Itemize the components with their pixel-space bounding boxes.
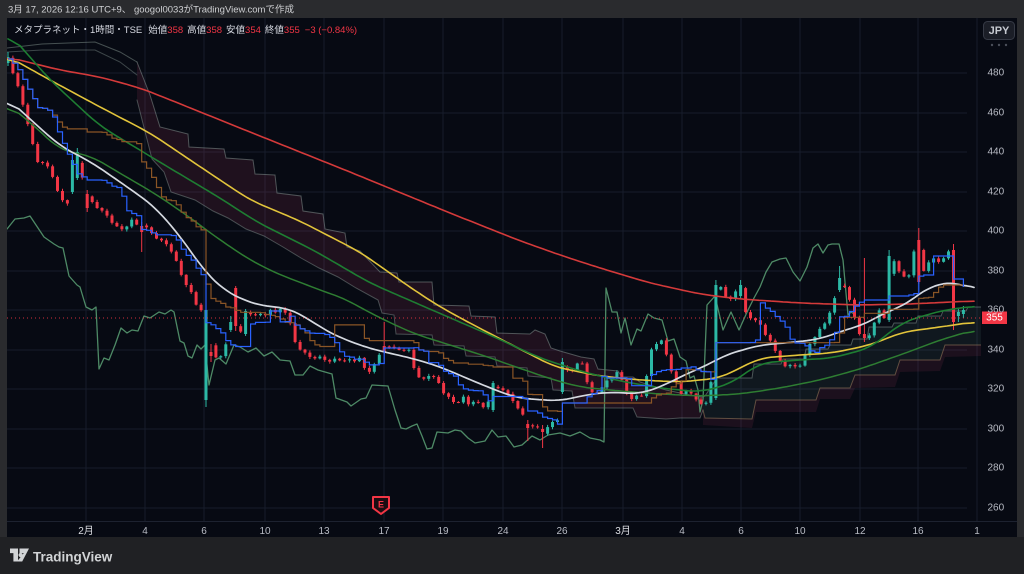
svg-text:260: 260: [988, 503, 1005, 514]
svg-text:360: 360: [988, 305, 1005, 316]
svg-text:E: E: [378, 500, 384, 510]
svg-text:24: 24: [497, 526, 509, 537]
svg-text:4: 4: [679, 526, 685, 537]
svg-text:2月: 2月: [78, 525, 94, 537]
svg-text:10: 10: [259, 526, 271, 537]
svg-text:3月: 3月: [615, 525, 631, 537]
svg-text:12: 12: [854, 526, 866, 537]
svg-text:480: 480: [988, 68, 1005, 79]
svg-text:6: 6: [201, 526, 207, 537]
svg-text:355: 355: [986, 313, 1003, 324]
svg-text:3月 17, 2026 12:16 UTC+9、 googo: 3月 17, 2026 12:16 UTC+9、 googol0033がTrad…: [8, 4, 294, 16]
svg-text:440: 440: [988, 147, 1005, 158]
svg-text:400: 400: [988, 226, 1005, 237]
svg-text:1: 1: [974, 526, 980, 537]
svg-text:17: 17: [378, 526, 390, 537]
svg-text:16: 16: [912, 526, 924, 537]
svg-text:19: 19: [437, 526, 449, 537]
svg-text:300: 300: [988, 424, 1005, 435]
svg-text:4: 4: [142, 526, 148, 537]
svg-text:340: 340: [988, 345, 1005, 356]
svg-text:13: 13: [318, 526, 330, 537]
svg-text:460: 460: [988, 108, 1005, 119]
svg-text:JPY: JPY: [989, 25, 1010, 37]
svg-text:TradingView: TradingView: [33, 550, 113, 565]
svg-text:10: 10: [794, 526, 806, 537]
svg-text:6: 6: [738, 526, 744, 537]
svg-text:26: 26: [556, 526, 568, 537]
svg-text:380: 380: [988, 266, 1005, 277]
svg-text:420: 420: [988, 187, 1005, 198]
svg-text:280: 280: [988, 463, 1005, 474]
svg-text:320: 320: [988, 384, 1005, 395]
